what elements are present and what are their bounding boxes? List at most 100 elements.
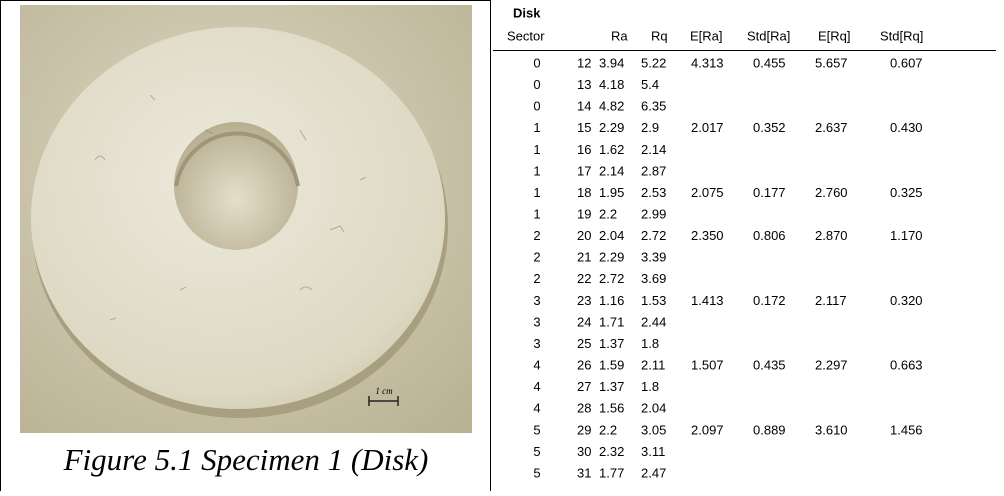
table-cell: 1 xyxy=(533,163,540,178)
table-cell: 2.2 xyxy=(599,422,617,437)
table-cell: 27 xyxy=(577,379,591,394)
table-cell: 21 xyxy=(577,250,591,265)
table-cell: 2.075 xyxy=(691,185,724,200)
column-header: E[Rq] xyxy=(818,28,851,43)
table-cell: 15 xyxy=(577,120,591,135)
table-cell: 23 xyxy=(577,293,591,308)
table-cell: 2.637 xyxy=(815,120,848,135)
table-cell: 5.22 xyxy=(641,55,666,70)
scale-label: 1 cm xyxy=(375,386,393,396)
table-cell: 1 xyxy=(533,120,540,135)
table-cell: 17 xyxy=(577,163,591,178)
column-header: Sector xyxy=(507,28,545,43)
column-header: E[Ra] xyxy=(690,28,723,43)
table-cell: 18 xyxy=(577,185,591,200)
table-cell: 3 xyxy=(533,314,540,329)
table-cell: 4.18 xyxy=(599,77,624,92)
table-cell: 0 xyxy=(533,77,540,92)
table-cell: 5 xyxy=(533,465,540,480)
table-cell: 31 xyxy=(577,465,591,480)
table-cell: 5 xyxy=(533,444,540,459)
table-cell: 1.507 xyxy=(691,358,724,373)
table-cell: 6.35 xyxy=(641,99,666,114)
table-cell: 2.117 xyxy=(815,293,847,308)
table-cell: 22 xyxy=(577,271,591,286)
table-cell: 1.56 xyxy=(599,401,624,416)
table-cell: 5.657 xyxy=(815,55,848,70)
table-cell: 2.29 xyxy=(599,250,624,265)
table-cell: 0.455 xyxy=(753,55,786,70)
table-cell: 2.53 xyxy=(641,185,666,200)
table-cell: 0 xyxy=(533,55,540,70)
table-cell: 1.37 xyxy=(599,379,624,394)
table-cell: 3.69 xyxy=(641,271,666,286)
table-cell: 2 xyxy=(533,228,540,243)
table-cell: 1.16 xyxy=(599,293,624,308)
table-cell: 2.32 xyxy=(599,444,624,459)
table-cell: 3 xyxy=(533,336,540,351)
table-cell: 12 xyxy=(577,55,591,70)
table-cell: 1 xyxy=(533,206,540,221)
table-cell: 4.313 xyxy=(691,55,724,70)
column-header: Rq xyxy=(651,28,668,43)
table-cell: 2.11 xyxy=(641,358,665,373)
table-cell: 2.04 xyxy=(599,228,624,243)
table-cell: 20 xyxy=(577,228,591,243)
table-cell: 2.017 xyxy=(691,120,724,135)
table-cell: 2.097 xyxy=(691,422,724,437)
table-cell: 3.610 xyxy=(815,422,848,437)
table-cell: 30 xyxy=(577,444,591,459)
table-cell: 1.8 xyxy=(641,336,659,351)
table-cell: 0.172 xyxy=(753,293,786,308)
table-cell: 0.320 xyxy=(890,293,923,308)
table-cell: 4 xyxy=(533,379,540,394)
table-cell: 2.72 xyxy=(641,228,666,243)
table-cell: 5 xyxy=(533,422,540,437)
table-cell: 2.44 xyxy=(641,314,666,329)
table-title: Disk xyxy=(513,5,541,20)
table-cell: 5.4 xyxy=(641,77,659,92)
specimen-photo: 1 cm xyxy=(20,5,472,433)
table-cell: 2.760 xyxy=(815,185,848,200)
table-cell: 1.59 xyxy=(599,358,624,373)
table-cell: 4 xyxy=(533,401,540,416)
table-cell: 2 xyxy=(533,250,540,265)
table-cell: 2.870 xyxy=(815,228,848,243)
table-cell: 2.9 xyxy=(641,120,659,135)
table-cell: 1.37 xyxy=(599,336,624,351)
table-cell: 1 xyxy=(533,185,540,200)
table-cell: 16 xyxy=(577,142,591,157)
table-cell: 28 xyxy=(577,401,591,416)
table-cell: 2.350 xyxy=(691,228,724,243)
table-cell: 1.53 xyxy=(641,293,666,308)
table-cell: 26 xyxy=(577,358,591,373)
table-cell: 1.71 xyxy=(599,314,624,329)
table-cell: 3.39 xyxy=(641,250,666,265)
table-cell: 4.82 xyxy=(599,99,624,114)
table-cell: 2.2 xyxy=(599,206,617,221)
table-cell: 24 xyxy=(577,314,591,329)
table-cell: 2.87 xyxy=(641,163,666,178)
table-cell: 1.8 xyxy=(641,379,659,394)
table-cell: 2.72 xyxy=(599,271,624,286)
table-cell: 1.77 xyxy=(599,465,624,480)
table-cell: 2.14 xyxy=(599,163,624,178)
column-header: Std[Rq] xyxy=(880,28,923,43)
table-cell: 2.04 xyxy=(641,401,666,416)
table-cell: 0.177 xyxy=(753,185,786,200)
table-cell: 1.170 xyxy=(890,228,923,243)
page: {"figure": {"caption": "Figure 5.1 Speci… xyxy=(0,0,1004,491)
table-cell: 0.663 xyxy=(890,358,923,373)
table-cell: 0.435 xyxy=(753,358,786,373)
table-cell: 25 xyxy=(577,336,591,351)
table-cell: 2.14 xyxy=(641,142,666,157)
table-cell: 1.95 xyxy=(599,185,624,200)
table-cell: 13 xyxy=(577,77,591,92)
table-cell: 1.62 xyxy=(599,142,624,157)
table-cell: 4 xyxy=(533,358,540,373)
table-cell: 0.607 xyxy=(890,55,923,70)
table-cell: 0 xyxy=(533,99,540,114)
document: 1 cm Figure 5.1 Specimen 1 (Disk) Disk S… xyxy=(0,0,1004,491)
table-cell: 3.94 xyxy=(599,55,624,70)
table-cell: 1.456 xyxy=(890,422,923,437)
